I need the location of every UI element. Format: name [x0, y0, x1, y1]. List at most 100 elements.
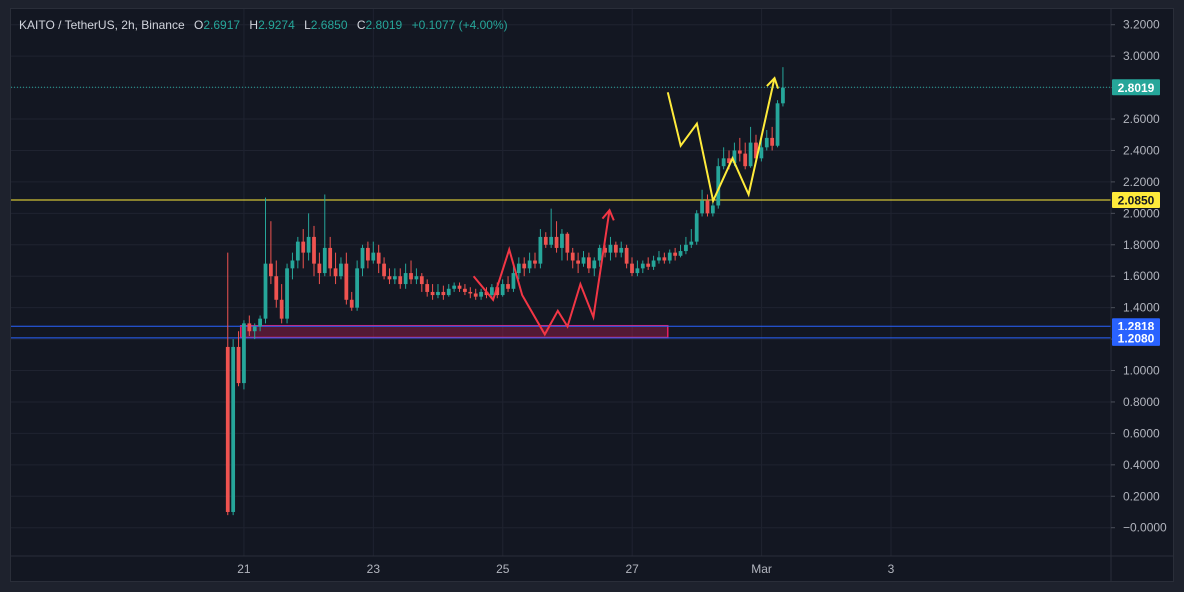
candle-body — [516, 263, 521, 274]
candle-body — [603, 247, 607, 253]
candle-body — [473, 293, 478, 297]
chart-panel[interactable]: 3.20003.00002.80002.60002.40002.20002.00… — [10, 8, 1174, 582]
candle-body — [495, 287, 500, 296]
candle — [441, 285, 446, 300]
candle — [473, 288, 478, 300]
candle — [576, 252, 581, 274]
candle-body — [414, 276, 419, 280]
y-tick-label: −0.0000 — [1123, 521, 1167, 535]
red-projection-path[interactable] — [472, 210, 611, 337]
candle — [263, 197, 268, 324]
candle-body — [344, 263, 349, 300]
candle-body — [727, 158, 731, 164]
low-value: 2.6850 — [310, 18, 348, 32]
candle-body — [425, 284, 430, 292]
candle-body — [608, 244, 613, 253]
grid — [11, 9, 1111, 556]
candle-body — [452, 285, 457, 289]
candle-body — [430, 291, 435, 296]
candle-body — [710, 205, 715, 214]
demand-zone-rect[interactable] — [239, 324, 669, 339]
candle-body — [279, 299, 284, 319]
candle-body — [522, 263, 527, 269]
candle — [759, 137, 764, 162]
candle-body — [301, 241, 306, 253]
candle-body — [500, 284, 505, 296]
chart-canvas[interactable]: 3.20003.00002.80002.60002.40002.20002.00… — [11, 9, 1174, 582]
y-tick-label: 0.2000 — [1123, 489, 1160, 503]
candle-body — [242, 323, 246, 384]
candle-body — [554, 236, 559, 248]
time-axis[interactable]: 21 23 25 27 Mar 3 — [11, 555, 1174, 576]
candle — [543, 232, 548, 248]
candle-body — [484, 291, 489, 296]
candle — [764, 130, 769, 151]
demand-zone-box[interactable] — [239, 324, 669, 339]
candle-body — [764, 137, 769, 148]
candle-body — [640, 263, 645, 269]
drawn-projection-paths[interactable] — [472, 76, 780, 337]
candle-body — [339, 263, 343, 277]
candle — [355, 260, 360, 311]
candle-body — [382, 263, 386, 277]
candle — [317, 252, 322, 285]
candle — [635, 260, 640, 277]
y-tick-label: 1.6000 — [1123, 269, 1160, 283]
candle-body — [662, 257, 667, 261]
candle-body — [538, 236, 543, 264]
candle-body — [597, 247, 602, 261]
candle — [322, 194, 327, 277]
candle-body — [312, 236, 316, 264]
horizontal-lines[interactable] — [11, 86, 1111, 339]
candle — [549, 208, 554, 248]
candle — [592, 257, 597, 277]
candle-body — [754, 142, 758, 159]
candle — [689, 229, 694, 248]
zone-bottom-line-tag-label: 1.2080 — [1118, 331, 1155, 345]
candle — [624, 244, 629, 269]
candle-body — [468, 291, 473, 294]
candle-body — [349, 299, 354, 308]
candle — [516, 257, 521, 280]
yellow-projection-path[interactable] — [666, 77, 776, 204]
candle — [662, 252, 667, 264]
candle — [700, 189, 704, 217]
y-tick-label: 2.2000 — [1123, 175, 1160, 189]
candle-body — [684, 244, 688, 252]
candle-body — [667, 252, 672, 261]
candle — [554, 221, 559, 253]
candle-body — [360, 247, 365, 269]
candle — [640, 260, 645, 274]
candle — [651, 255, 656, 270]
candle — [371, 241, 376, 264]
symbol-legend: KAITO / TetherUS, 2h, Binance O2.6917 H2… — [19, 18, 508, 32]
candle — [538, 229, 543, 269]
candle-body — [231, 346, 236, 512]
candle — [274, 260, 279, 308]
candle — [231, 339, 236, 516]
candle — [527, 252, 532, 274]
open-label: O — [194, 18, 204, 32]
candle-body — [225, 346, 230, 512]
candle — [587, 252, 591, 274]
candle — [506, 276, 510, 292]
candle — [781, 67, 785, 107]
candle — [236, 331, 241, 387]
high-value: 2.9274 — [258, 18, 295, 32]
candle — [225, 252, 230, 516]
x-tick-label: 25 — [496, 562, 510, 576]
candle — [376, 244, 381, 274]
candle-body — [775, 103, 780, 146]
y-tick-label: 1.0000 — [1123, 364, 1160, 378]
symbol-title[interactable]: KAITO / TetherUS, 2h, Binance — [19, 18, 185, 32]
candle-body — [646, 263, 651, 267]
x-tick-label: 27 — [625, 562, 639, 576]
candle — [366, 241, 370, 269]
y-tick-label: 1.8000 — [1123, 238, 1160, 252]
candle-body — [371, 252, 376, 261]
candle — [403, 263, 408, 289]
candle-body — [252, 326, 257, 332]
support-line-tag-label: 2.0850 — [1118, 193, 1155, 207]
candle — [252, 323, 257, 340]
